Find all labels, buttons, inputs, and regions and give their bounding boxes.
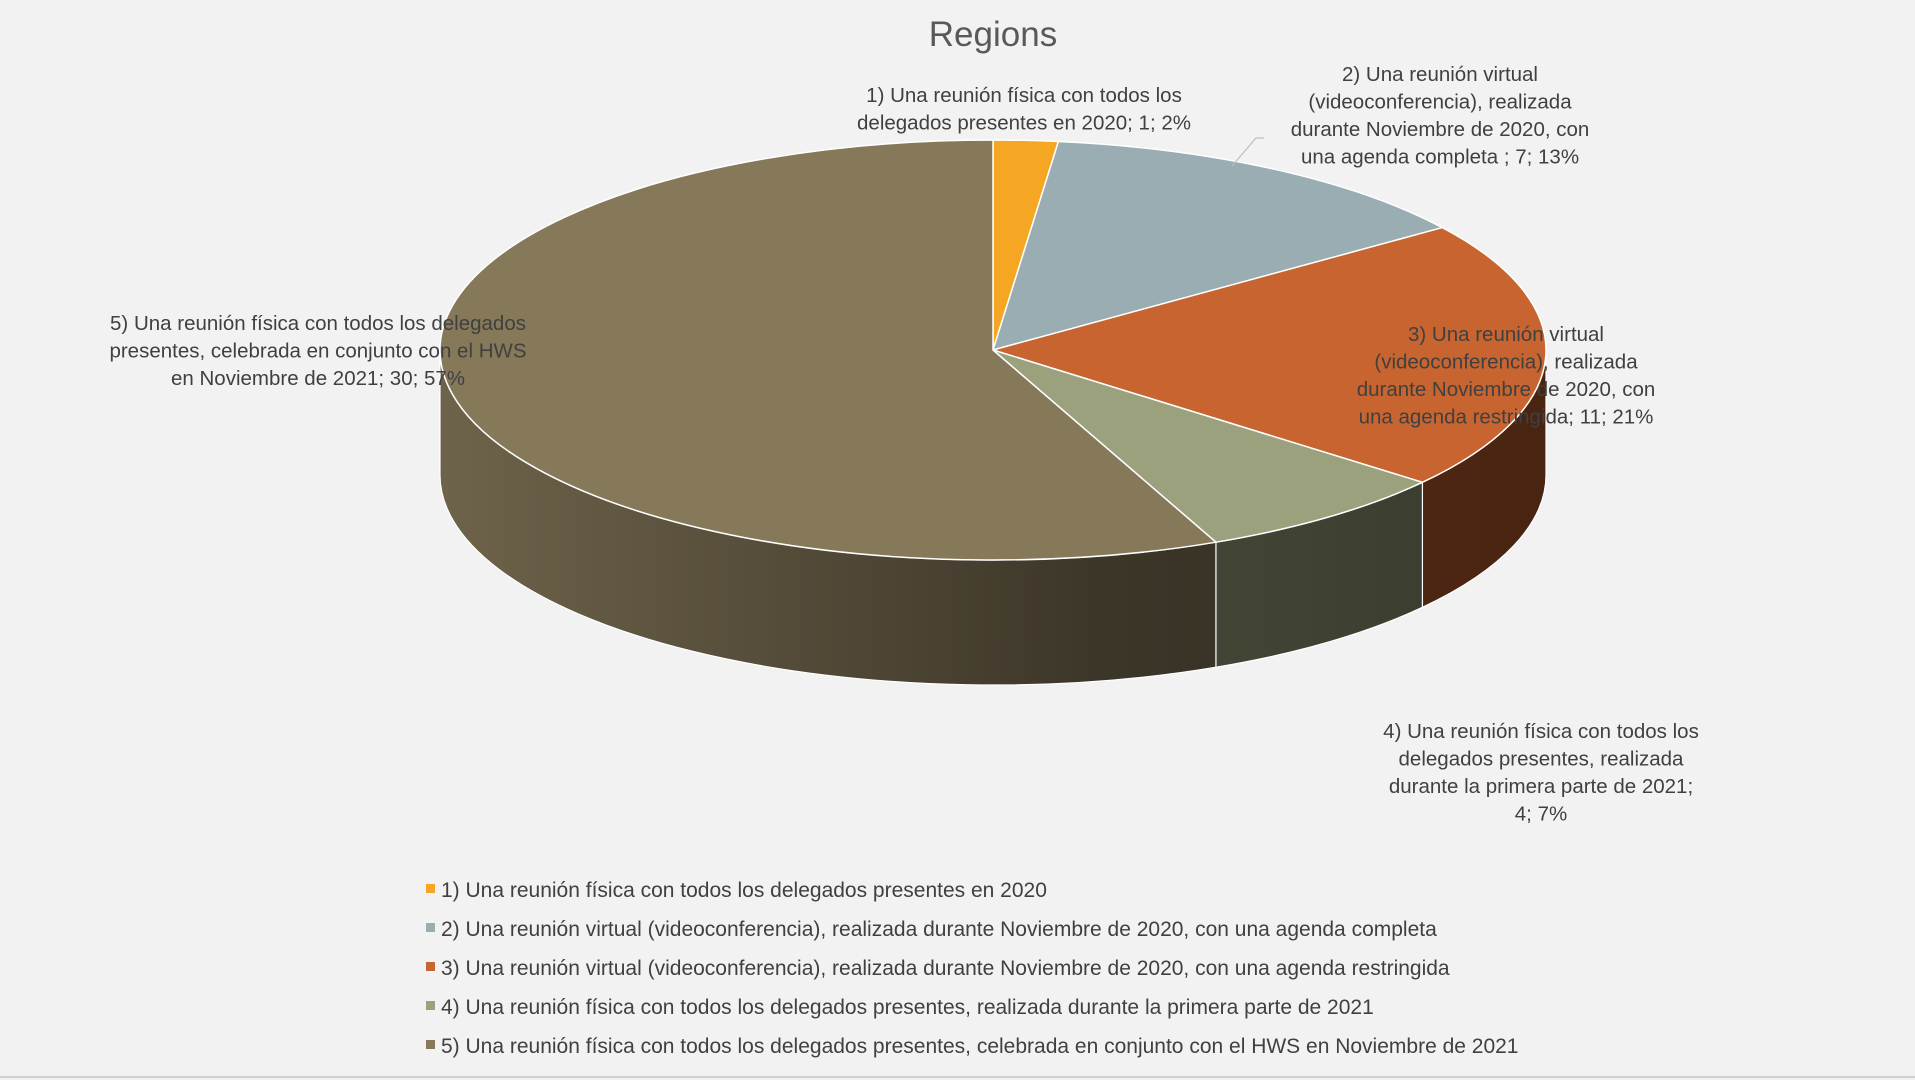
- legend-item-3: 3) Una reunión virtual (videoconferencia…: [426, 957, 1450, 980]
- data-label-1: 1) Una reunión física con todos los deleg…: [857, 84, 1191, 135]
- pie-slice-2: [992, 140, 1444, 351]
- pie-top: [439, 139, 1547, 561]
- legend-item-5: 5) Una reunión física con todos los dele…: [426, 1035, 1519, 1058]
- legend-label-1: 1) Una reunión física con todos los dele…: [441, 879, 1047, 902]
- legend-item-4: 4) Una reunión física con todos los dele…: [426, 996, 1374, 1019]
- data-label-4: 4) Una reunión física con todos los deleg…: [1383, 720, 1699, 826]
- legend: 1) Una reunión física con todos los dele…: [426, 879, 1519, 1058]
- legend-swatch-1: [426, 884, 435, 893]
- data-label-2: 2) Una reunión virtual (videoconferencia)…: [1291, 63, 1590, 169]
- legend-swatch-5: [426, 1040, 435, 1049]
- legend-swatch-3: [426, 962, 435, 971]
- legend-label-5: 5) Una reunión física con todos los dele…: [441, 1035, 1519, 1058]
- leader-line-2: [1231, 137, 1264, 167]
- legend-item-2: 2) Una reunión virtual (videoconferencia…: [426, 918, 1437, 941]
- legend-swatch-4: [426, 1001, 435, 1010]
- pie-slice-4: [992, 349, 1424, 543]
- legend-item-1: 1) Una reunión física con todos los dele…: [426, 879, 1047, 902]
- bottom-divider: [0, 1076, 1915, 1078]
- legend-swatch-2: [426, 923, 435, 932]
- pie-slice-3: [992, 226, 1547, 484]
- data-label-3: 3) Una reunión virtual (videoconferencia)…: [1357, 323, 1656, 429]
- chart-title: Regions: [929, 15, 1057, 54]
- legend-label-4: 4) Una reunión física con todos los dele…: [441, 996, 1374, 1019]
- leader-lines: [1231, 137, 1264, 167]
- pie-slice-5: [439, 139, 1217, 561]
- legend-label-3: 3) Una reunión virtual (videoconferencia…: [441, 957, 1450, 980]
- legend-label-2: 2) Una reunión virtual (videoconferencia…: [441, 918, 1437, 941]
- data-label-5: 5) Una reunión física con todos los dele…: [109, 312, 526, 390]
- data-labels: 1) Una reunión física con todos los deleg…: [109, 63, 1698, 826]
